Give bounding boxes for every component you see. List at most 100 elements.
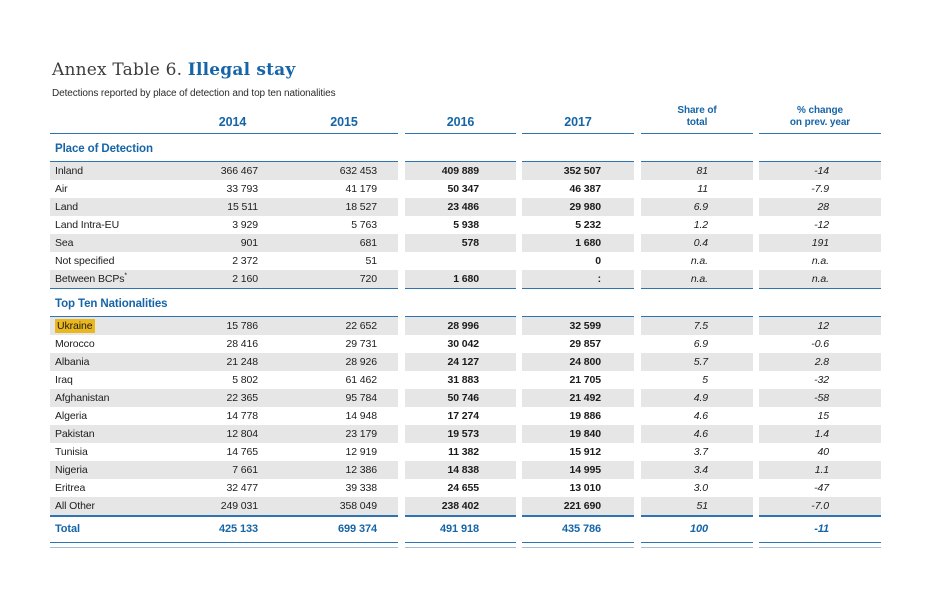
header-share-of-total: Share of total — [641, 103, 753, 134]
cell-2017: 19 886 — [569, 409, 601, 422]
table-row: Sea 901 681 578 1 680 0.4 191 — [50, 233, 881, 252]
cell-2014: 425 133 — [175, 514, 290, 543]
annex-table: 2014 2015 2016 2017 Share of total % cha… — [50, 103, 881, 548]
row-label: Between BCPs* — [50, 269, 175, 289]
cell-2014: 2 160 — [175, 269, 290, 289]
column-gutter — [753, 496, 759, 516]
cell-2014: 366 467 — [175, 160, 290, 180]
column-gutter — [398, 334, 405, 353]
row-label-text-highlighted: Ukraine — [55, 318, 96, 333]
cell-2015: 23 179 — [290, 424, 398, 443]
row-label: Iraq — [50, 371, 175, 389]
page-title-prefix: Annex Table 6. — [52, 60, 183, 80]
column-gutter — [753, 406, 759, 425]
column-gutter — [634, 352, 641, 371]
header-share-line2: total — [686, 116, 708, 128]
row-label: Air — [50, 180, 175, 198]
column-gutter — [516, 406, 522, 425]
page-subtitle: Detections reported by place of detectio… — [52, 88, 336, 99]
row-label: Ukraine — [50, 315, 175, 335]
table-row: Nigeria 7 661 12 386 14 838 14 995 3.4 1.1 — [50, 460, 881, 479]
cell-2016: 17 274 — [447, 409, 479, 422]
cell-share-of-total: 11 — [697, 182, 708, 195]
column-gutter — [634, 460, 641, 479]
column-gutter — [516, 424, 522, 443]
column-gutter — [398, 103, 405, 133]
cell-2016: 491 918 — [405, 514, 516, 543]
cell-2017: 1 680 — [522, 233, 634, 252]
column-gutter — [753, 515, 759, 542]
cell-2015: 41 179 — [345, 182, 377, 195]
row-label: Morocco — [50, 335, 175, 353]
cell-2015: 5 763 — [351, 218, 377, 231]
column-gutter — [753, 316, 759, 335]
cell-2015: 39 338 — [345, 481, 377, 494]
cell-2015: 358 049 — [290, 496, 398, 516]
header-2014: 2014 — [175, 103, 290, 134]
column-gutter — [753, 179, 759, 198]
row-label-text: Not specified — [55, 254, 115, 267]
row-label: All Other — [50, 496, 175, 516]
column-gutter — [753, 424, 759, 443]
section-title-row: Top Ten Nationalities — [50, 288, 881, 316]
cell-2014: 2 372 — [232, 254, 258, 267]
cell-2017: 46 387 — [569, 182, 601, 195]
column-gutter — [516, 269, 522, 288]
bottom-double-rule — [50, 542, 881, 548]
column-gutter — [753, 442, 759, 461]
row-label-text: Albania — [55, 355, 90, 368]
table-row: Pakistan 12 804 23 179 19 573 19 840 4.6 1.4 — [50, 424, 881, 443]
section-title-row: Place of Detection — [50, 133, 881, 161]
table-row: All Other 249 031 358 049 238 402 221 690 51-… — [50, 496, 881, 516]
column-gutter — [398, 515, 405, 542]
header-pct-change: % change on prev. year — [759, 103, 881, 134]
cell-2015: 12 919 — [345, 445, 377, 458]
cell-2016: 50 347 — [447, 182, 479, 195]
rule-segment — [641, 542, 753, 548]
table-row: Algeria 14 778 14 948 17 274 19 886 4.6 15 — [50, 406, 881, 425]
row-label: Land — [50, 197, 175, 216]
cell-share-of-total: 6.9 — [693, 337, 708, 350]
cell-2016: 30 042 — [447, 337, 479, 350]
row-label-text: Iraq — [55, 373, 73, 386]
column-gutter — [398, 316, 405, 335]
cell-2014: 15 511 — [175, 197, 290, 216]
section-title: Place of Detection — [55, 143, 153, 155]
cell-2015: 51 — [365, 254, 378, 267]
column-gutter — [398, 388, 405, 407]
column-gutter — [634, 215, 641, 234]
cell-2016: 5 938 — [453, 218, 479, 231]
column-gutter — [634, 406, 641, 425]
column-gutter — [398, 478, 405, 497]
row-label: Nigeria — [50, 460, 175, 479]
section-title: Top Ten Nationalities — [55, 298, 168, 310]
header-2015: 2015 — [290, 103, 398, 134]
column-gutter — [516, 334, 522, 353]
column-gutter — [753, 269, 759, 288]
cell-2017: 13 010 — [569, 481, 601, 494]
cell-2017: : — [522, 269, 634, 289]
cell-pct-change: -58 — [759, 388, 881, 407]
column-gutter — [634, 515, 641, 542]
cell-pct-change: 2.8 — [759, 352, 881, 371]
column-gutter — [753, 215, 759, 234]
cell-pct-change: 12 — [759, 315, 881, 335]
row-label-text: Morocco — [55, 337, 95, 350]
column-gutter — [753, 352, 759, 371]
row-label-text: Land — [55, 200, 78, 213]
column-gutter — [398, 233, 405, 252]
column-gutter — [398, 215, 405, 234]
column-gutter — [634, 496, 641, 516]
cell-2014: 28 416 — [226, 337, 258, 350]
cell-2015: 29 731 — [345, 337, 377, 350]
column-gutter — [516, 161, 522, 180]
cell-2017: 352 507 — [522, 160, 634, 180]
cell-share-of-total: 51 — [641, 496, 753, 516]
table-row: Morocco 28 416 29 731 30 042 29 857 6.9 -0.6 — [50, 334, 881, 353]
cell-2017: 24 800 — [522, 352, 634, 371]
column-gutter — [398, 542, 405, 547]
column-gutter — [516, 251, 522, 270]
cell-pct-change: -47 — [814, 481, 829, 494]
table-body: Place of Detection Inland 366 467 632 453 40… — [50, 133, 881, 548]
